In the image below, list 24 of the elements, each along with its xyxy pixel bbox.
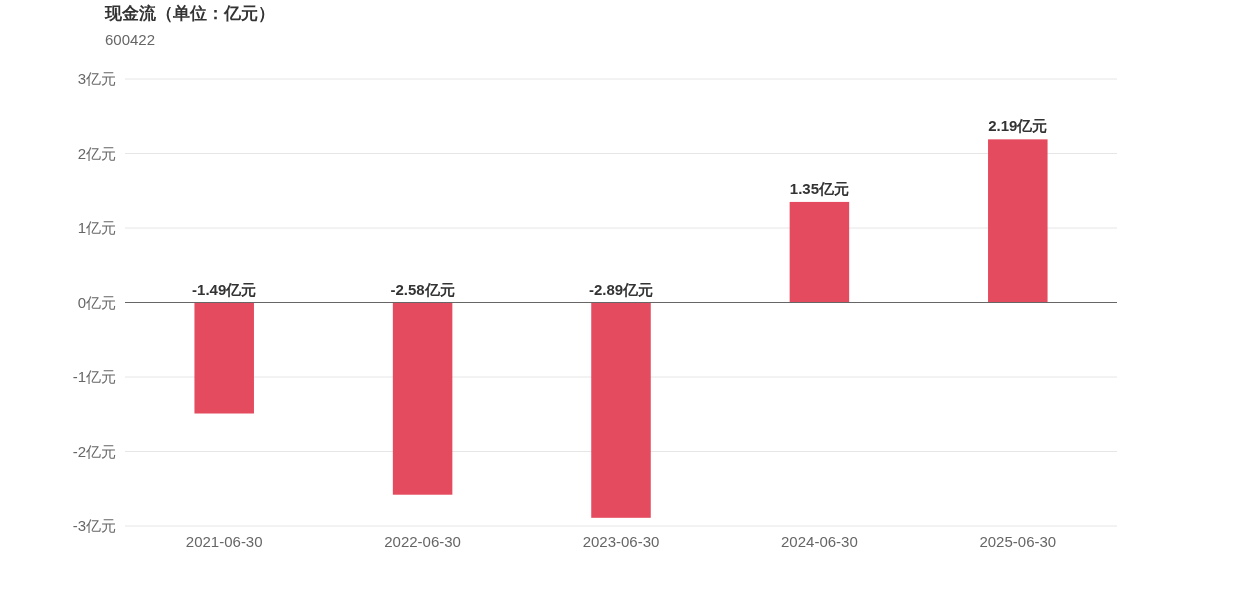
y-tick-label: -1亿元: [72, 368, 116, 386]
bar: [591, 302, 651, 518]
y-tick-label: -3亿元: [72, 517, 116, 535]
x-tick-label: 2024-06-30: [781, 533, 858, 550]
chart-subtitle: 600422: [105, 31, 156, 48]
y-tick-label: 2亿元: [77, 144, 116, 162]
y-tick-label: -2亿元: [72, 442, 116, 460]
bar: [392, 302, 453, 495]
chart-title: 现金流（单位：亿元）: [104, 4, 275, 23]
data-label: -1.49亿元: [192, 280, 257, 298]
data-label: 2.19亿元: [988, 117, 1048, 135]
x-tick-label: 2025-06-30: [979, 533, 1057, 550]
bar: [988, 139, 1048, 303]
bar: [194, 302, 254, 414]
y-tick-label: 3亿元: [77, 70, 116, 88]
bar: [789, 201, 850, 303]
y-tick-label: 0亿元: [77, 293, 116, 311]
x-tick-label: 2023-06-30: [582, 533, 660, 550]
y-tick-label: 1亿元: [77, 219, 116, 237]
data-label: -2.89亿元: [588, 280, 654, 298]
data-label: -2.58亿元: [390, 280, 455, 298]
x-tick-label: 2021-06-30: [185, 533, 263, 550]
x-tick-label: 2022-06-30: [384, 533, 461, 550]
data-label: 1.35亿元: [789, 179, 849, 197]
